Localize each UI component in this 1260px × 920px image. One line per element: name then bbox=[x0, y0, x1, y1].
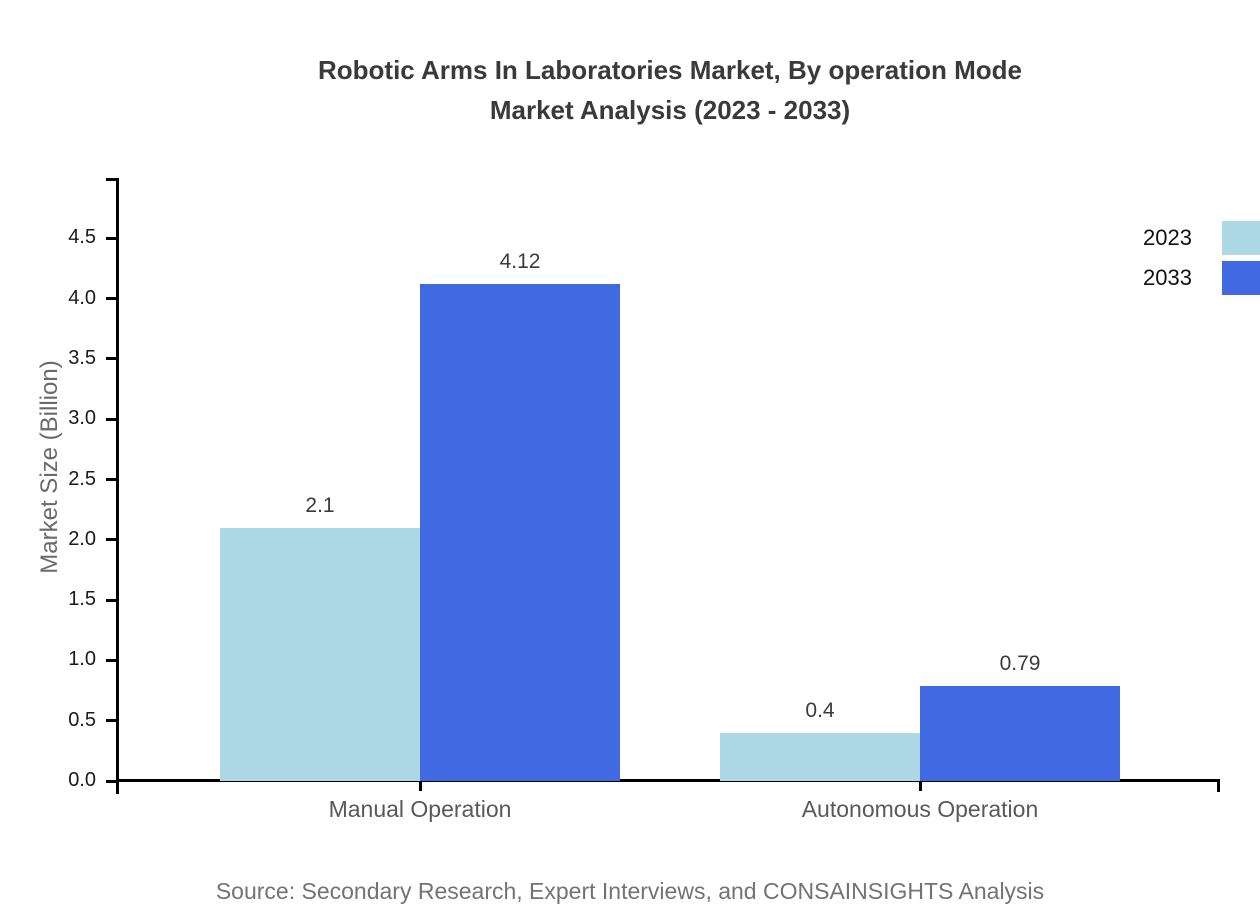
y-tick-label: 0.0 bbox=[68, 769, 96, 791]
legend-label: 2023 bbox=[1143, 225, 1192, 250]
y-tick-label: 4.0 bbox=[68, 286, 96, 309]
legend-swatch bbox=[1222, 221, 1260, 255]
y-axis-spine bbox=[116, 178, 119, 794]
bar-2023-manual-operation bbox=[220, 527, 420, 781]
y-tick-label: 3.5 bbox=[68, 346, 96, 369]
bar-2033-autonomous-operation bbox=[920, 685, 1120, 781]
legend: 2023 2033 bbox=[1143, 218, 1260, 298]
y-tick bbox=[106, 297, 116, 301]
chart-title-line2: Market Analysis (2023 - 2033) bbox=[489, 95, 851, 125]
y-tick-label: 2.5 bbox=[68, 467, 96, 490]
bar-value-label: 4.12 bbox=[499, 250, 541, 274]
legend-swatch bbox=[1222, 261, 1260, 295]
y-tick-label: 2.0 bbox=[68, 527, 96, 550]
bar-value-label: 0.4 bbox=[805, 698, 835, 722]
y-tick-label: 1.5 bbox=[68, 588, 96, 611]
x-axis-line bbox=[116, 779, 1220, 782]
plot-area: 0.0 0.5 1.0 1.5 2.0 2.5 3.0 3.5 4.0 4.5 2.1 0.4 4.12… bbox=[68, 178, 1220, 822]
bar-2033-manual-operation bbox=[420, 284, 620, 781]
y-tick bbox=[106, 538, 116, 542]
x-tick bbox=[418, 782, 422, 791]
y-tick bbox=[106, 357, 116, 361]
chart-title-line1: Robotic Arms In Laboratories Market, By … bbox=[317, 55, 1023, 85]
y-tick bbox=[106, 478, 116, 481]
y-axis-end-tick bbox=[106, 178, 116, 181]
x-tick-label: Manual Operation bbox=[328, 796, 512, 822]
y-tick bbox=[106, 719, 116, 723]
source-note: Source: Secondary Research, Expert Inter… bbox=[215, 878, 1045, 904]
y-tick bbox=[106, 417, 116, 421]
x-axis-end-tick bbox=[1217, 779, 1220, 792]
legend-item-2033: 2033 bbox=[1143, 258, 1260, 298]
y-tick bbox=[106, 779, 116, 783]
y-tick-label: 0.5 bbox=[68, 708, 96, 731]
bar-value-label: 0.79 bbox=[999, 651, 1041, 675]
y-tick bbox=[106, 598, 116, 602]
y-tick-label: 3.0 bbox=[68, 407, 96, 430]
x-tick bbox=[918, 782, 922, 791]
y-tick bbox=[106, 236, 116, 240]
y-tick-label: 1.0 bbox=[68, 648, 96, 671]
legend-label: 2033 bbox=[1143, 265, 1192, 290]
y-tick-label: 4.5 bbox=[68, 226, 96, 249]
legend-item-2023: 2023 bbox=[1143, 218, 1260, 258]
bar-value-label: 2.1 bbox=[305, 493, 335, 517]
y-tick bbox=[106, 658, 116, 662]
bar-2023-autonomous-operation bbox=[720, 732, 920, 781]
x-tick-label: Autonomous Operation bbox=[801, 796, 1039, 822]
chart-title: Robotic Arms In Laboratories Market, By … bbox=[80, 50, 1260, 130]
